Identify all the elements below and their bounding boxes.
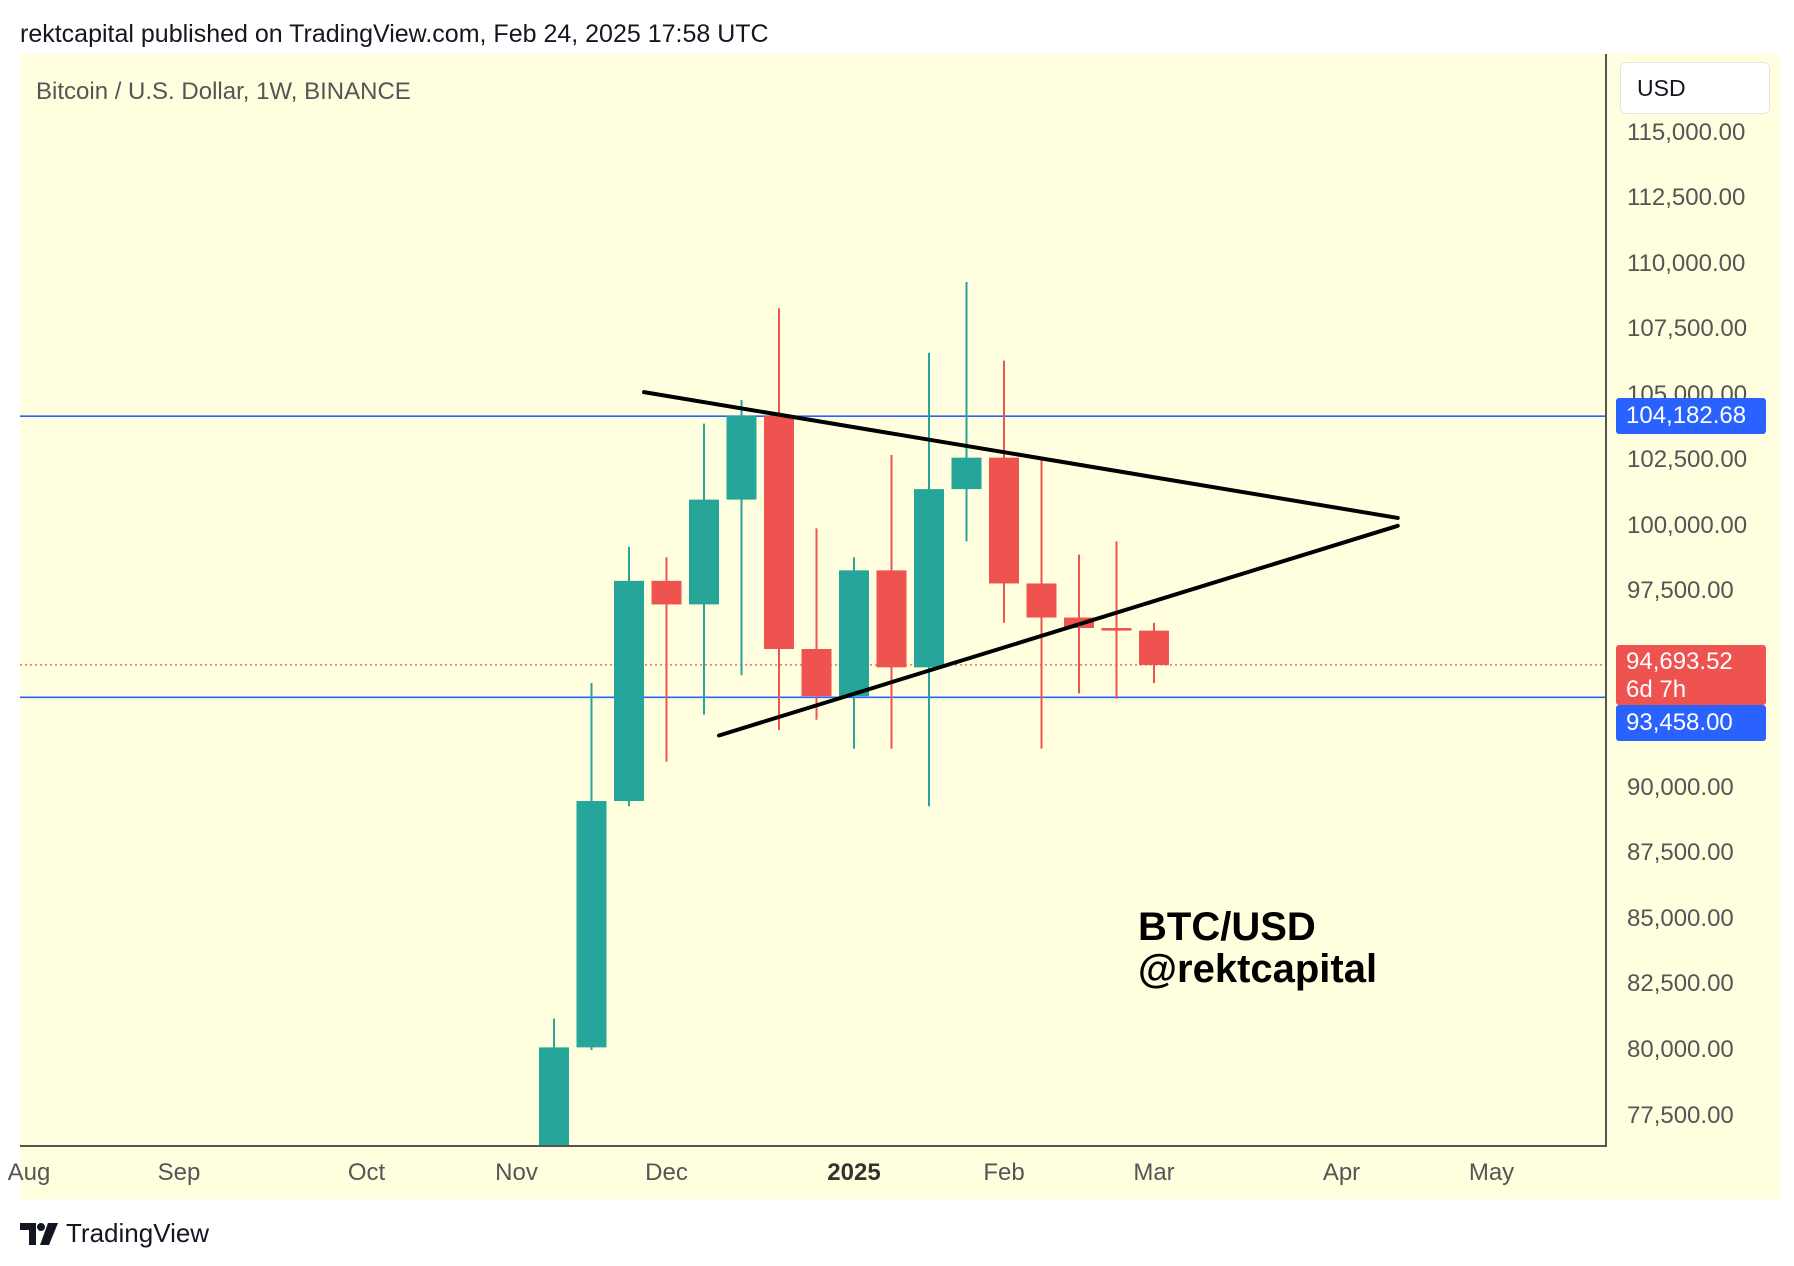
axis-corner: [1607, 1147, 1780, 1199]
tradingview-brand: TradingView: [66, 1218, 210, 1248]
level-flag-upper-label: 104,182.68: [1626, 402, 1747, 430]
level-flag-lower-label: 93,458.00: [1626, 708, 1733, 736]
price-tick-label: 77,500.00: [1627, 1101, 1734, 1129]
price-axis[interactable]: USD 115,000.00 112,500.00 110,000.00 107,50…: [1607, 54, 1780, 1147]
candle-body: [726, 415, 757, 500]
candle-body: [914, 489, 944, 668]
price-tick-label: 85,000.00: [1627, 904, 1734, 932]
candle-body: [539, 1047, 569, 1145]
price-tick-label: 115,000.00: [1627, 118, 1746, 146]
time-tick-label: Mar: [1133, 1159, 1175, 1186]
candle-body: [1139, 630, 1169, 665]
time-axis[interactable]: Aug Sep Oct Nov Dec 2025 Feb Mar Apr May: [8, 1147, 1607, 1199]
time-tick-label: 2025: [827, 1159, 881, 1186]
candle-body: [614, 580, 644, 802]
candle-body: [1101, 628, 1132, 631]
candle-body: [689, 499, 719, 605]
watermark: BTC/USD @rektcapital: [1138, 906, 1377, 990]
time-tick-label: May: [1468, 1159, 1515, 1186]
candle-body: [651, 580, 682, 605]
price-tick-label: 110,000.00: [1627, 249, 1746, 277]
trendline-lower: [717, 523, 1400, 738]
price-tick-label: 107,500.00: [1627, 315, 1748, 343]
time-tick-label: Sep: [157, 1159, 201, 1186]
time-tick-label: Nov: [495, 1159, 538, 1186]
candle-body: [876, 570, 907, 668]
price-tick-label: 82,500.00: [1627, 970, 1734, 998]
candle-body: [1026, 583, 1057, 618]
symbol-label: Bitcoin / U.S. Dollar, 1W, BINANCE: [36, 78, 411, 105]
watermark-line-1: BTC/USD: [1138, 905, 1316, 949]
candle-body: [764, 415, 794, 649]
candle-body: [576, 801, 607, 1048]
level-flag-lower: 93,458.00: [1616, 704, 1766, 741]
time-tick-label: Aug: [7, 1159, 51, 1186]
candlestick-chart: [20, 282, 1605, 1145]
currency-selector[interactable]: USD: [1620, 62, 1770, 114]
level-flag-upper: 104,182.68: [1616, 398, 1766, 435]
price-tick-label: 80,000.00: [1627, 1036, 1734, 1064]
watermark-line-2: @rektcapital: [1138, 947, 1378, 991]
candle-body: [989, 457, 1019, 584]
price-tick-label: 97,500.00: [1627, 577, 1734, 605]
price-tick-label: 112,500.00: [1627, 184, 1746, 212]
time-tick-label: Dec: [645, 1159, 688, 1186]
publisher-line: rektcapital published on TradingView.com…: [20, 20, 769, 48]
price-tick-label: 87,500.00: [1627, 839, 1734, 867]
price-tick-label: 90,000.00: [1627, 773, 1734, 801]
candle-body: [951, 457, 982, 490]
tradingview-logo-icon: [20, 1222, 58, 1245]
chart-plot-area[interactable]: Bitcoin / U.S. Dollar, 1W, BINANCE BTC/U…: [20, 54, 1607, 1147]
price-tick-label: 100,000.00: [1627, 511, 1748, 539]
time-tick-label: Oct: [347, 1159, 386, 1186]
current-price-label: 94,693.52: [1626, 647, 1733, 675]
current-price-flag: 94,693.52 6d 7h: [1616, 644, 1766, 705]
countdown-label: 6d 7h: [1626, 675, 1687, 703]
tradingview-logo[interactable]: TradingView: [20, 1218, 209, 1249]
trendline-upper: [642, 390, 1400, 520]
candle-body: [801, 648, 832, 697]
time-tick-label: Apr: [1322, 1159, 1361, 1186]
time-tick-label: Feb: [983, 1159, 1025, 1186]
candle-body: [839, 570, 869, 697]
price-tick-label: 102,500.00: [1627, 446, 1748, 474]
